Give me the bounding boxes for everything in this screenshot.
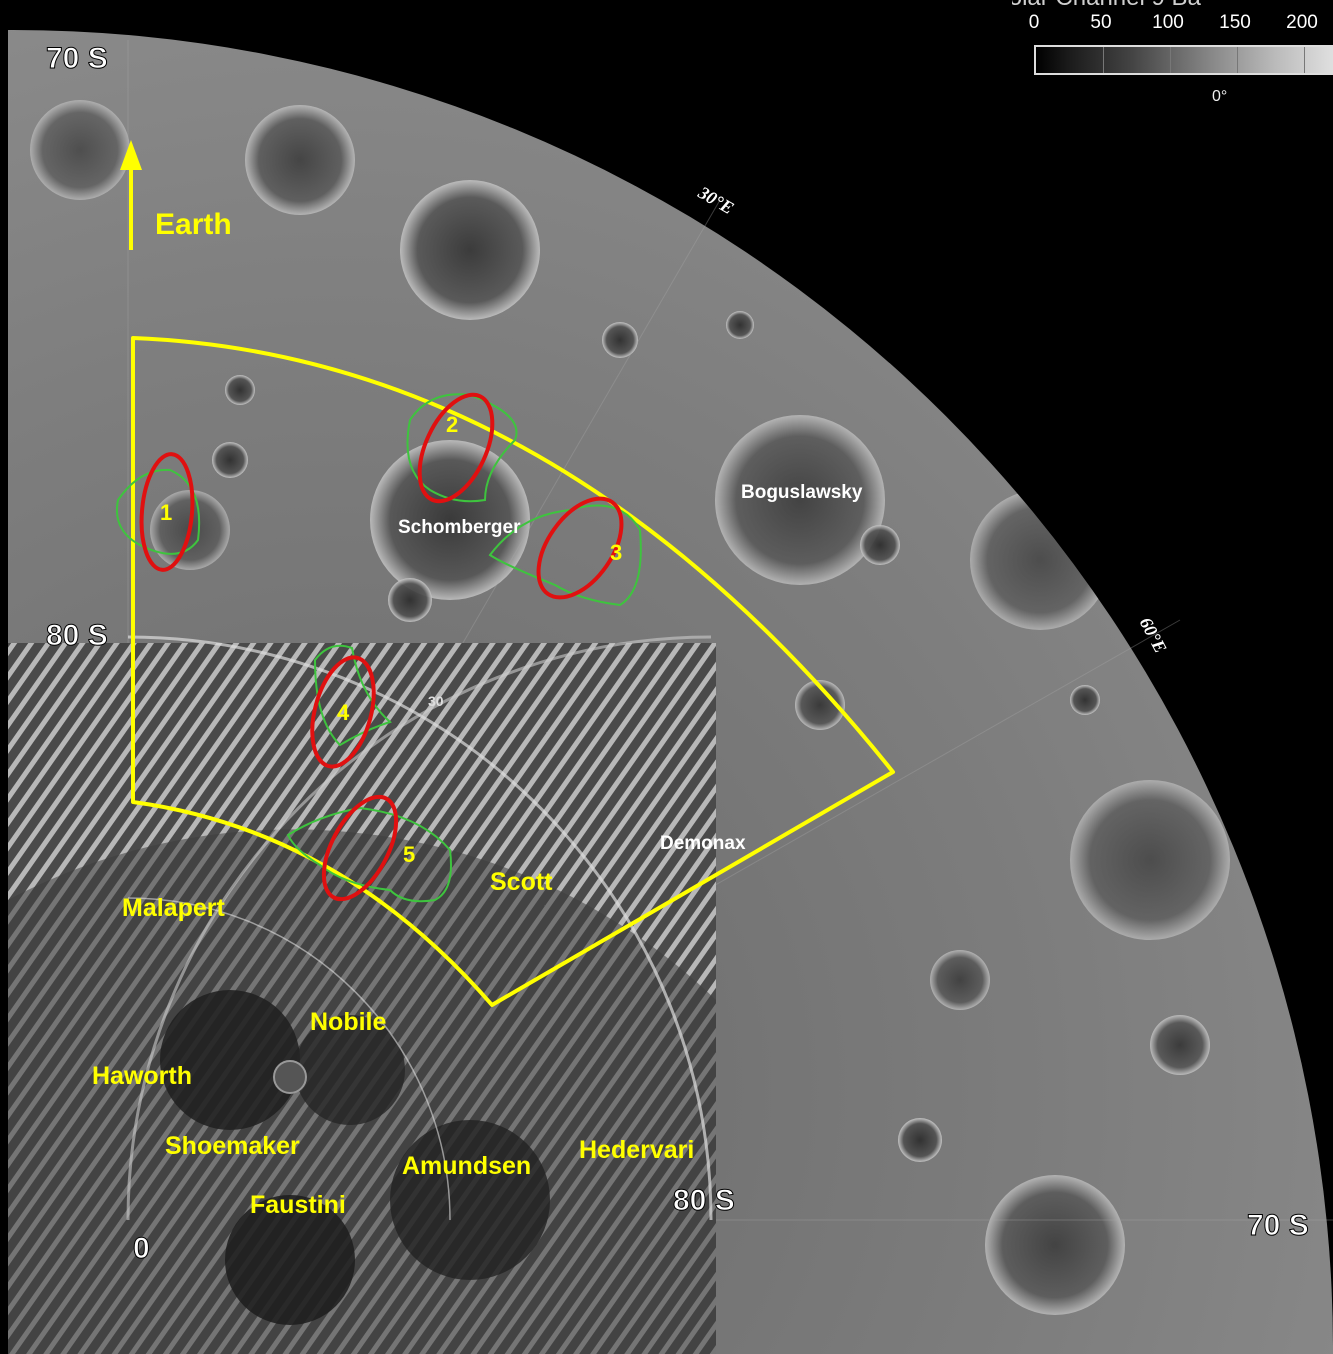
feature-nobile: Nobile [310, 1008, 386, 1036]
region-ellipse-3 [536, 496, 624, 600]
crater-field [30, 100, 1230, 1315]
colorbar-scale [1034, 45, 1333, 75]
feature-amundsen: Amundsen [402, 1152, 531, 1180]
feature-boguslawsky: Boguslawsky [741, 482, 863, 503]
region-ellipse-4 [310, 655, 376, 769]
region-label-3: 3 [610, 540, 622, 565]
region-label-2: 2 [446, 412, 458, 437]
feature-haworth: Haworth [92, 1062, 192, 1090]
colorbar-center-label: 0° [1212, 88, 1228, 105]
colorbar-ticks: 0 50 100 150 200 [1012, 12, 1333, 34]
feature-shoemaker: Shoemaker [165, 1132, 300, 1160]
map-title: Diviner South Polar Channel 9 Ba [1012, 0, 1333, 12]
colorbar-tick: 0 [1028, 12, 1040, 33]
region-label-1: 1 [160, 500, 172, 525]
colorbar-tick: 100 [1152, 12, 1184, 33]
region-label-5: 5 [403, 842, 415, 867]
feature-scott: Scott [490, 868, 553, 896]
lat-label-inner-left: 80 S [46, 619, 108, 652]
colorbar-panel: Diviner South Polar Channel 9 Ba 0 50 10… [1012, 0, 1333, 108]
region-ellipses [139, 392, 624, 902]
region-ellipse-2 [417, 392, 495, 504]
earth-label: Earth [155, 208, 232, 241]
inset-lon-30-label: 30 [428, 693, 444, 709]
diviner-inset [8, 635, 716, 1354]
colorbar-tick: 150 [1219, 12, 1251, 33]
earth-arrow [120, 140, 142, 250]
study-sector-outline [131, 336, 895, 1007]
lat-label-right: 70 S [1247, 1209, 1309, 1242]
feature-faustini: Faustini [250, 1191, 346, 1219]
region-label-4: 4 [337, 700, 350, 725]
feature-demonax: Demonax [660, 833, 746, 854]
lat-label-inner-bottom: 80 S [673, 1184, 735, 1217]
region-ellipse-1 [139, 452, 195, 572]
feature-schomberger: Schomberger [398, 517, 521, 538]
colorbar-tick: 50 [1090, 12, 1112, 33]
feature-malapert: Malapert [122, 894, 225, 922]
feature-hedervari: Hedervari [579, 1136, 694, 1164]
region-ellipse-5 [321, 794, 399, 902]
lon-zero-label: 0 [133, 1232, 150, 1265]
colorbar-tick: 200 [1286, 12, 1318, 33]
lat-label-top: 70 S [46, 42, 108, 75]
